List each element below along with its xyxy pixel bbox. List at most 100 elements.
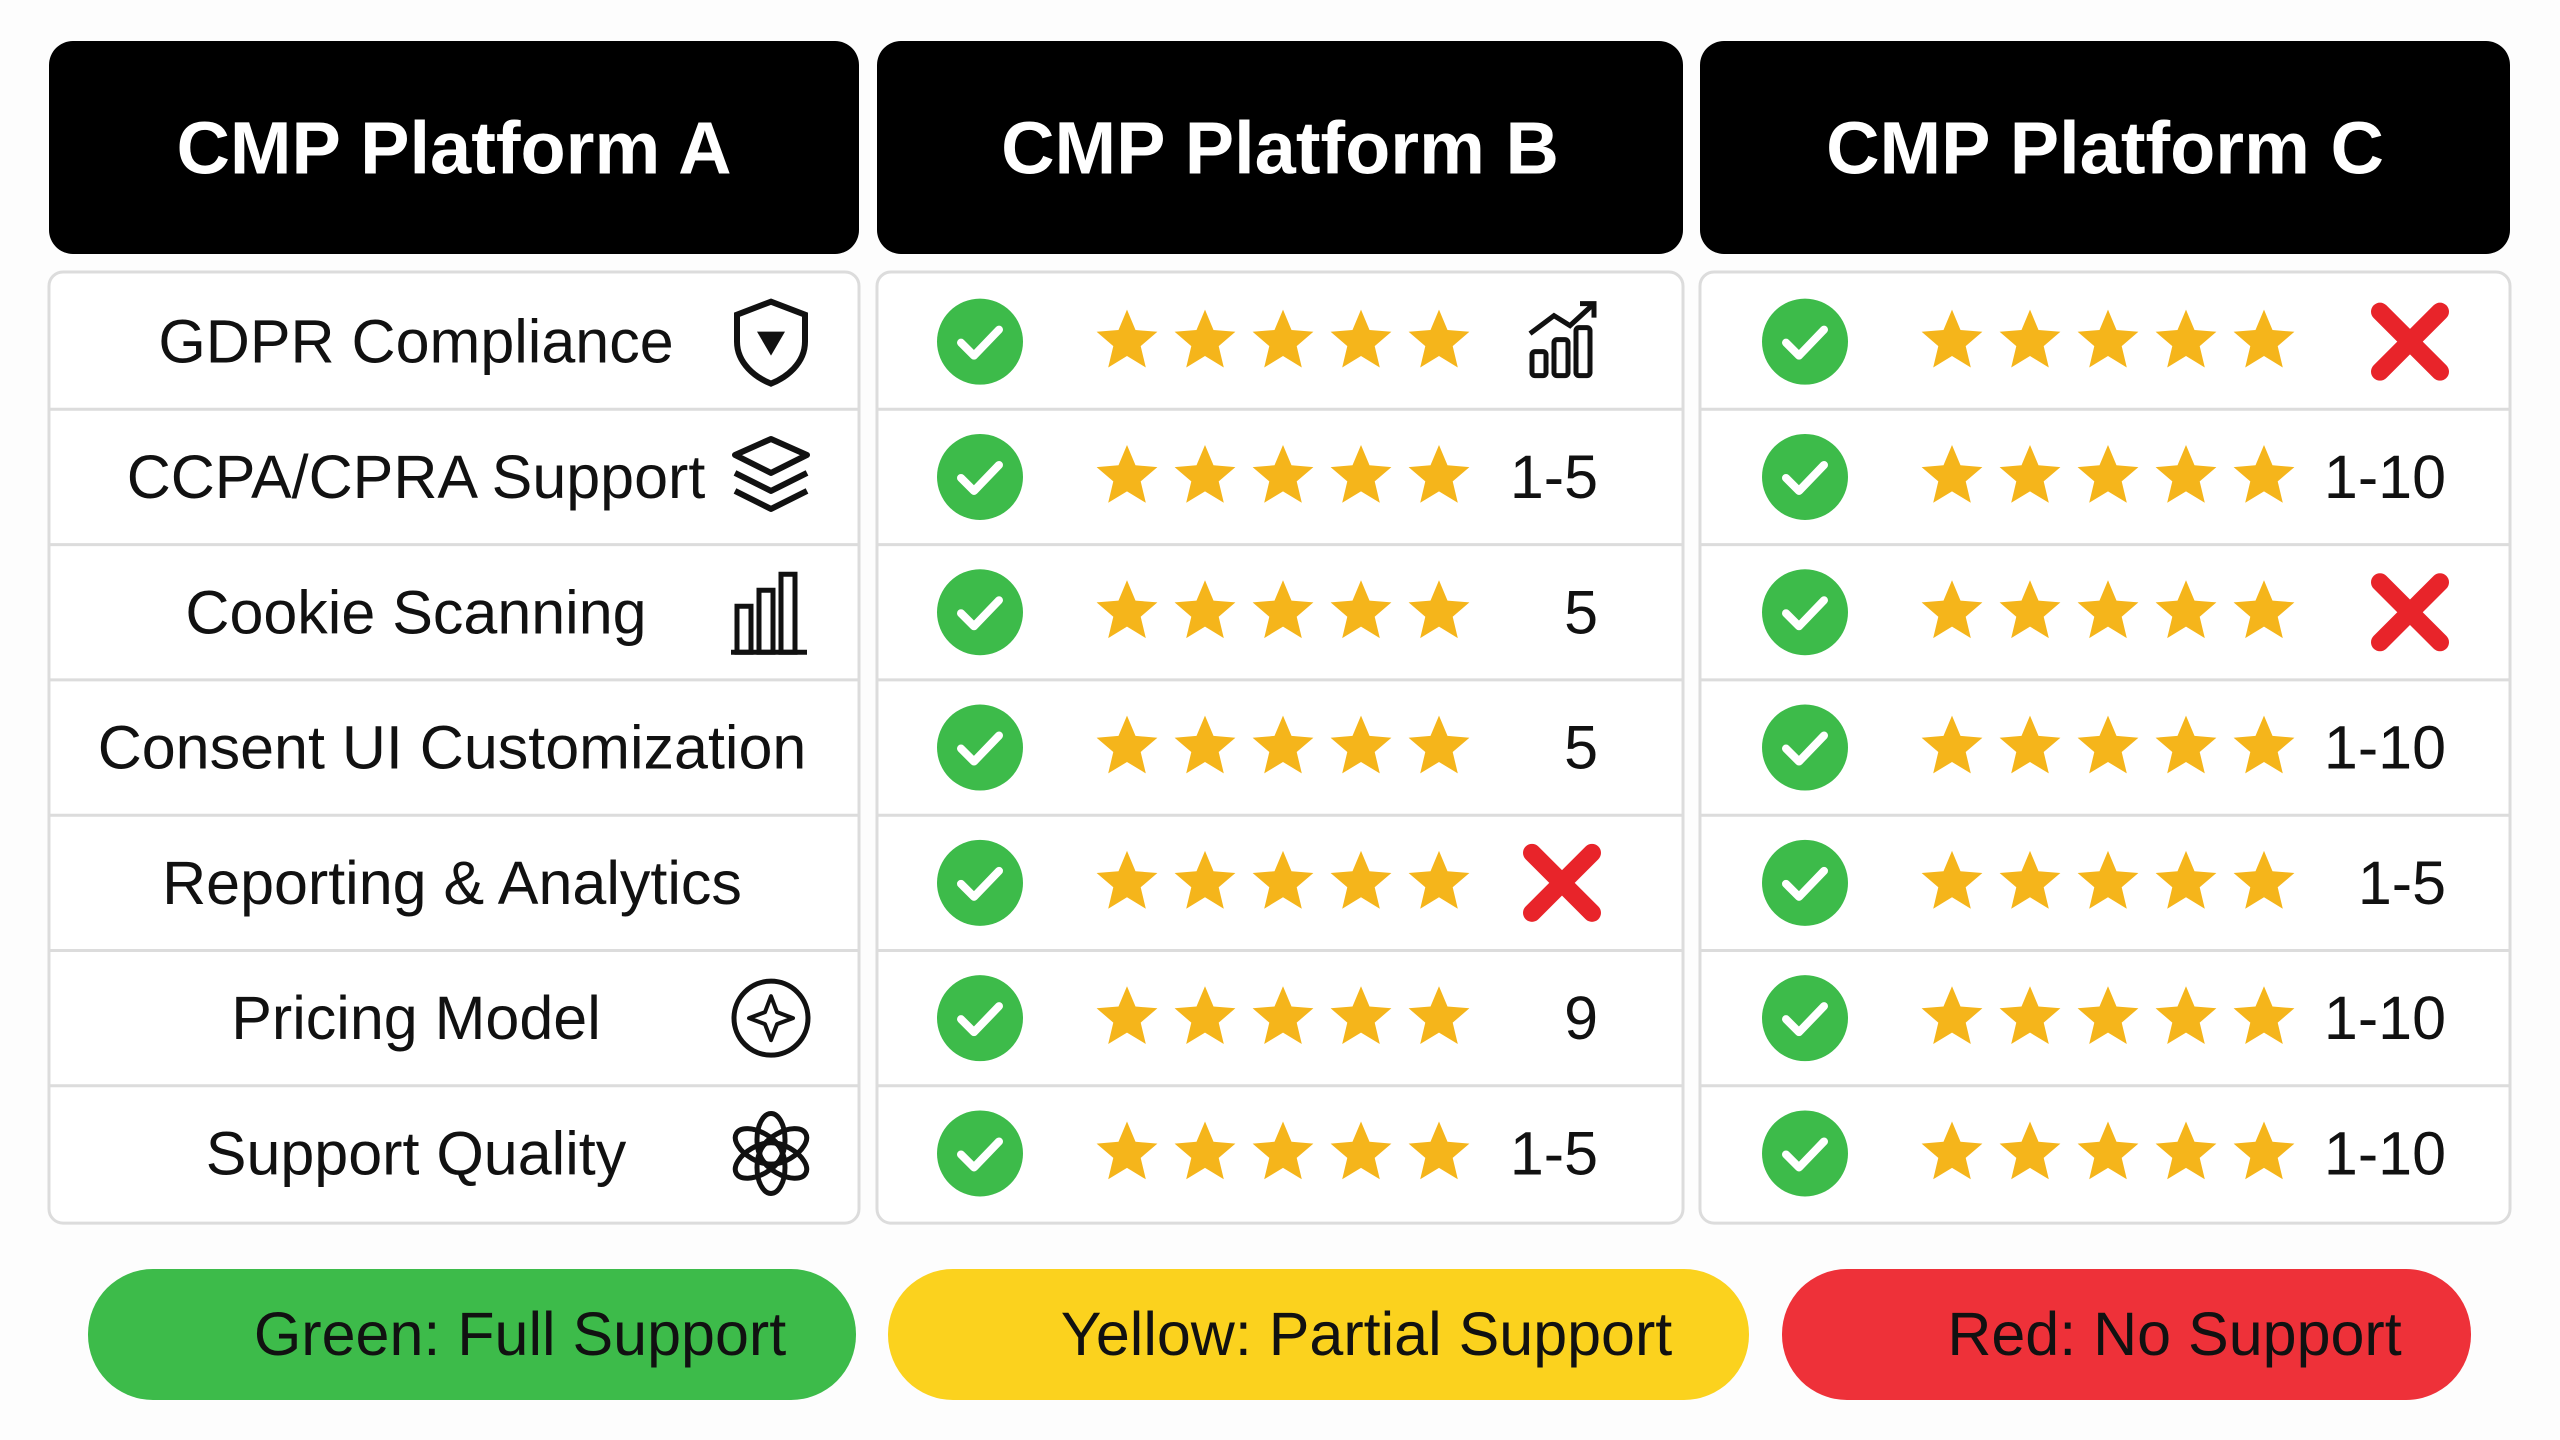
rating-value: 1-10 [2324, 714, 2446, 782]
star-icon [1096, 1121, 1158, 1180]
star-icon [1921, 309, 1983, 368]
star-icon [2233, 715, 2295, 774]
star-icon [1174, 850, 1236, 909]
cross-icon [2371, 302, 2449, 381]
star-icon [2155, 715, 2217, 774]
check-mark [957, 1137, 1003, 1172]
check-mark [1782, 460, 1828, 495]
check-mark [1782, 1002, 1828, 1037]
layers-icon [733, 470, 809, 494]
star-icon [1921, 715, 1983, 774]
chart-icon-bar [1551, 337, 1571, 379]
check-icon [1762, 975, 1848, 1062]
legend-label: Yellow: Partial Support [1061, 1300, 1673, 1368]
check-mark [1782, 866, 1828, 901]
shield-icon [734, 298, 808, 387]
check-icon [1762, 433, 1848, 520]
header-cell [1700, 41, 2510, 254]
check-icon [1762, 839, 1848, 926]
check-icon [937, 569, 1023, 656]
rating-value: 1-10 [2324, 984, 2446, 1052]
legend-pill [888, 1269, 1749, 1400]
cross-icon [1523, 843, 1601, 922]
check-mark [1782, 596, 1828, 631]
star-icon [1999, 580, 2061, 639]
star-icon [1330, 986, 1392, 1044]
rating-value: 5 [1564, 714, 1598, 782]
star-icon [2233, 309, 2295, 368]
check-icon [937, 1110, 1023, 1197]
star-icon [1174, 1121, 1236, 1180]
star-icon [2233, 1121, 2295, 1180]
feature-label: CCPA/CPRA Support [127, 443, 706, 511]
star-icon [1921, 580, 1983, 639]
rating-value: 1-5 [1510, 1119, 1598, 1187]
star-circle-inner [747, 994, 795, 1043]
feature-label: Consent UI Customization [98, 714, 807, 782]
feature-label: Cookie Scanning [185, 578, 646, 646]
star-icon [1252, 715, 1314, 774]
star-icon [1174, 309, 1236, 368]
star-icon [2155, 1121, 2217, 1180]
star-icon [1999, 445, 2061, 503]
star-icon [2233, 445, 2295, 503]
check-mark [957, 1002, 1003, 1037]
check-mark [957, 596, 1003, 631]
rating-value: 9 [1564, 984, 1598, 1052]
knot-icon [732, 1110, 810, 1196]
star-icon [1330, 1121, 1392, 1180]
star-icon [1408, 986, 1470, 1044]
star-icon [1096, 986, 1158, 1044]
feature-label: Pricing Model [231, 984, 601, 1052]
star-icon [2077, 850, 2139, 909]
check-mark [957, 325, 1003, 360]
star-icon [1921, 986, 1983, 1044]
star-icon [2077, 715, 2139, 774]
check-icon [937, 975, 1023, 1062]
rating-value: 1-5 [1510, 443, 1598, 511]
layers-icon [732, 435, 810, 476]
legend-label: Green: Full Support [254, 1300, 786, 1368]
star-icon [1921, 1121, 1983, 1180]
star-icon [1096, 309, 1158, 368]
star-icon [1096, 850, 1158, 909]
check-mark [957, 460, 1003, 495]
star-icon [1999, 309, 2061, 368]
star-icon [1096, 715, 1158, 774]
star-icon [1999, 715, 2061, 774]
star-icon [1408, 715, 1470, 774]
star-icon [1408, 850, 1470, 909]
header-cell [49, 41, 859, 254]
chart-icon-arrow [1528, 301, 1597, 336]
table-column [47, 270, 861, 1225]
star-icon [2233, 850, 2295, 909]
header-cell [877, 41, 1683, 254]
star-icon [1330, 715, 1392, 774]
star-icon [1252, 850, 1314, 909]
header-title: CMP Platform A [176, 107, 731, 190]
star-icon [2233, 986, 2295, 1044]
star-icon [1921, 445, 1983, 503]
chart-icon-bar [1573, 325, 1593, 379]
legend-pill [1782, 1269, 2471, 1400]
chart-icon-bar [1529, 349, 1549, 379]
star-icon [1252, 986, 1314, 1044]
star-icon [1174, 445, 1236, 503]
star-icon [1174, 986, 1236, 1044]
star-icon [1408, 445, 1470, 503]
star-icon [1096, 580, 1158, 639]
check-mark [957, 731, 1003, 766]
layers-icon [733, 488, 809, 512]
star-icon [2077, 309, 2139, 368]
check-icon [937, 704, 1023, 791]
star-icon [2155, 850, 2217, 909]
legend-label: Red: No Support [1947, 1300, 2401, 1368]
star-icon [2077, 580, 2139, 639]
check-mark [1782, 325, 1828, 360]
check-mark [1782, 731, 1828, 766]
check-icon [1762, 704, 1848, 791]
rating-value: 1-10 [2324, 1119, 2446, 1187]
shield-icon-inner [757, 331, 785, 356]
star-icon [1252, 1121, 1314, 1180]
